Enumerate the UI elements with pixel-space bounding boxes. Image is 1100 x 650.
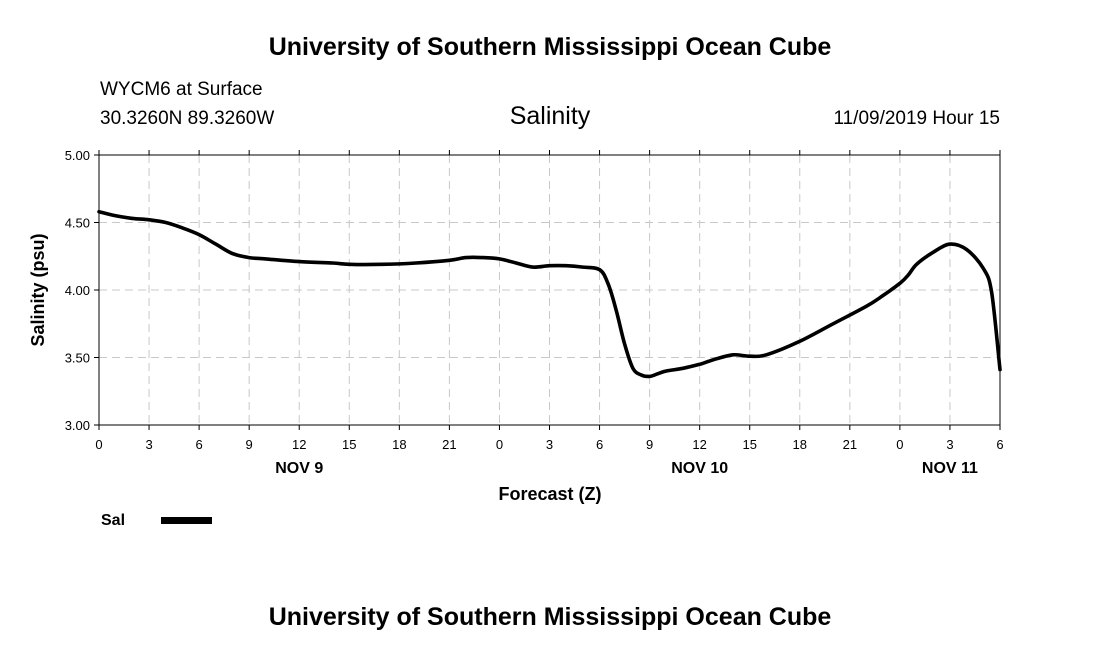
x-tick-label: 15: [342, 437, 356, 452]
axis-ticks: [94, 150, 1001, 430]
day-label: NOV 11: [922, 460, 978, 477]
x-tick-label: 12: [292, 437, 306, 452]
x-tick-label: 6: [596, 437, 603, 452]
y-axis-label: Salinity (psu): [28, 233, 48, 346]
y-tick-label: 3.00: [65, 418, 90, 433]
x-tick-label: 21: [843, 437, 857, 452]
x-tick-label: 18: [793, 437, 807, 452]
series-line-sal: [97, 209, 1002, 379]
x-tick-label: 3: [145, 437, 152, 452]
y-tick-labels: 3.00 3.50 4.00 4.50 5.00: [65, 148, 90, 433]
plot-frame: [98, 154, 1001, 426]
datetime-label: 11/09/2019 Hour 15: [833, 108, 1000, 129]
x-tick-label: 9: [246, 437, 253, 452]
x-tick-label: 3: [946, 437, 953, 452]
top-title: University of Southern Mississippi Ocean…: [269, 33, 832, 61]
x-tick-label: 0: [896, 437, 903, 452]
x-tick-label: 6: [996, 437, 1003, 452]
x-tick-label: 0: [496, 437, 503, 452]
legend-swatch: [161, 517, 212, 524]
day-label: NOV 9: [275, 460, 323, 477]
station-label: WYCM6 at Surface: [100, 79, 263, 100]
x-tick-label: 15: [742, 437, 756, 452]
x-tick-labels: 0 3 6 9 12 15 18 21 0 3 6 9 12 15 18 21 0 3 6: [95, 437, 1003, 452]
y-tick-label: 5.00: [65, 148, 90, 163]
x-tick-label: 3: [546, 437, 553, 452]
day-labels: NOV 9 NOV 10 NOV 11: [275, 460, 978, 477]
legend-label: Sal: [101, 512, 125, 529]
grid-lines: [99, 155, 1000, 425]
day-label: NOV 10: [671, 460, 728, 477]
x-tick-label: 0: [95, 437, 102, 452]
plot-title: Salinity: [510, 102, 591, 130]
coords-label: 30.3260N 89.3260W: [100, 108, 274, 129]
x-axis-label: Forecast (Z): [498, 484, 601, 504]
x-tick-label: 12: [692, 437, 706, 452]
x-tick-label: 6: [195, 437, 202, 452]
bottom-title: University of Southern Mississippi Ocean…: [269, 603, 832, 631]
x-tick-label: 9: [646, 437, 653, 452]
x-tick-label: 18: [392, 437, 406, 452]
y-tick-label: 4.00: [65, 283, 90, 298]
x-tick-label: 21: [442, 437, 456, 452]
y-tick-label: 4.50: [65, 216, 90, 231]
y-tick-label: 3.50: [65, 351, 90, 366]
